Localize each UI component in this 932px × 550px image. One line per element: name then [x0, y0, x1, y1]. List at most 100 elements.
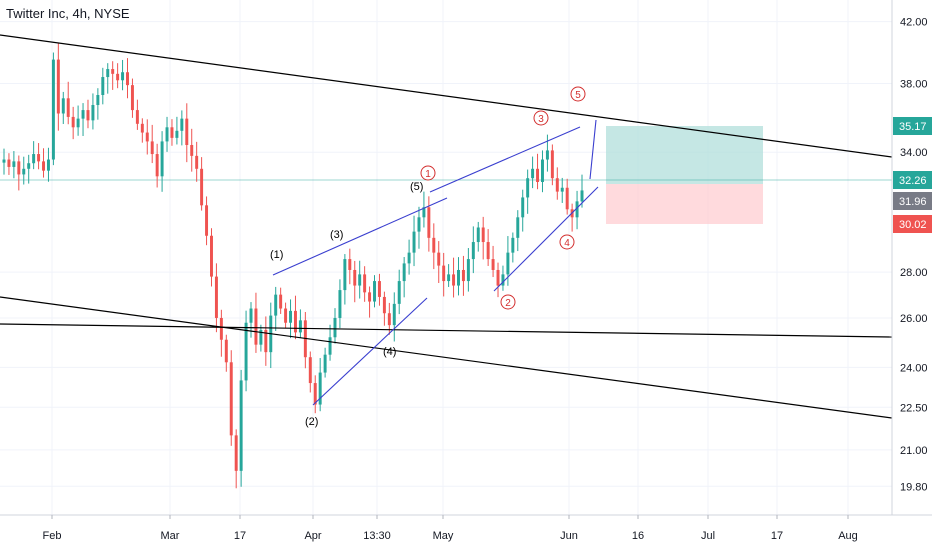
- candle-body: [511, 237, 515, 253]
- wedge-1-upper-line[interactable]: [272, 197, 448, 276]
- y-tick-label: 42.00: [900, 17, 928, 29]
- horizontal-support-trendline[interactable]: [0, 323, 893, 338]
- y-tick-label: 19.80: [900, 481, 928, 493]
- candle-body: [407, 252, 411, 264]
- y-tick-label: 22.50: [900, 402, 928, 414]
- candle-body: [274, 294, 278, 316]
- candle-body: [175, 130, 179, 138]
- candle-body: [486, 242, 490, 260]
- candle-body: [555, 178, 559, 192]
- candle-body: [496, 269, 500, 286]
- candle-body: [180, 118, 184, 131]
- candle-body: [531, 168, 535, 179]
- candle-body: [37, 154, 41, 162]
- candle-body: [249, 308, 253, 323]
- y-tick-label: 28.00: [900, 267, 928, 279]
- candle-body: [12, 161, 16, 167]
- trendlines[interactable]: [0, 34, 893, 419]
- wave-labels-circled: 1 2 3 4 5: [420, 86, 586, 310]
- candle-body: [170, 127, 174, 138]
- x-tick-label: Feb: [43, 530, 62, 542]
- wave-5-projection-line[interactable]: [589, 119, 597, 180]
- chart-title: Twitter Inc, 4h, NYSE: [6, 6, 130, 21]
- candle-body: [432, 237, 436, 253]
- candle-body: [422, 207, 426, 218]
- x-tick-label: May: [433, 530, 454, 542]
- candle-body: [338, 290, 342, 318]
- candle-body: [471, 242, 475, 260]
- wave-circle-5: 5: [570, 86, 586, 102]
- candle-body: [244, 322, 248, 381]
- candle-body: [160, 141, 164, 177]
- candle-body: [461, 269, 465, 282]
- candle-body: [2, 159, 6, 163]
- candle-body: [130, 85, 134, 111]
- profit-zone[interactable]: [606, 126, 763, 184]
- price-axis[interactable]: 42.00 38.00 34.00 28.00 26.00 24.00 22.50 21.00…: [891, 0, 932, 515]
- wedge-1-lower-line[interactable]: [312, 297, 428, 406]
- candle-body: [140, 123, 144, 133]
- candle-body: [150, 141, 154, 155]
- candle-body: [437, 252, 441, 266]
- wave-circle-5-label: 5: [575, 90, 581, 101]
- candle-body: [328, 337, 332, 355]
- candle-body: [536, 168, 540, 183]
- wave-label-2: (2): [305, 416, 318, 428]
- candle-body: [308, 357, 312, 384]
- position-zone[interactable]: [606, 126, 763, 224]
- upper-channel-trendline[interactable]: [0, 34, 893, 158]
- wedge-lines[interactable]: [272, 119, 599, 406]
- candle-body: [550, 150, 554, 179]
- candle-body: [229, 362, 233, 436]
- candle-body: [145, 132, 149, 142]
- stop-price-text: 30.02: [899, 219, 927, 231]
- candle-body: [521, 197, 525, 218]
- candle-body: [135, 110, 139, 124]
- candle-body: [51, 59, 55, 160]
- candle-body: [101, 77, 105, 95]
- wave-circle-4: 4: [559, 234, 575, 250]
- candle-body: [200, 168, 204, 206]
- wave-circle-2: 2: [500, 294, 516, 310]
- candle-body: [377, 281, 381, 297]
- candle-body: [392, 303, 396, 326]
- candle-body: [363, 274, 367, 293]
- wave-labels-parenthesized: (1) (2) (3) (4) (5): [270, 181, 423, 428]
- wave-circle-2-label: 2: [505, 298, 511, 309]
- wave-circle-1-label: 1: [425, 169, 431, 180]
- candlestick-series: [2, 43, 584, 489]
- time-axis[interactable]: Feb Mar 17 Apr 13:30 May Jun 16 Jul 17 Aug: [0, 514, 932, 542]
- candle-body: [27, 163, 31, 169]
- candle-body: [417, 217, 421, 232]
- candle-body: [165, 127, 169, 142]
- wedge-2-upper-line[interactable]: [429, 126, 581, 193]
- y-tick-label: 34.00: [900, 147, 928, 159]
- loss-zone[interactable]: [606, 184, 763, 224]
- candle-body: [457, 269, 460, 286]
- candle-body: [447, 274, 451, 282]
- candle-body: [116, 73, 120, 81]
- candle-body: [61, 98, 65, 114]
- candle-body: [506, 252, 510, 275]
- candle-body: [382, 296, 386, 314]
- target-price-text: 35.17: [899, 121, 927, 133]
- candle-body: [126, 72, 129, 86]
- candle-body: [476, 227, 480, 243]
- candle-body: [501, 274, 505, 286]
- candle-body: [466, 259, 470, 282]
- x-tick-label: 17: [771, 530, 783, 542]
- x-tick-label: Apr: [304, 530, 321, 542]
- chart-grid: [0, 0, 892, 515]
- wave-circle-3: 3: [533, 110, 549, 126]
- candle-body: [32, 154, 36, 164]
- candle-body: [22, 168, 26, 175]
- candle-body: [358, 274, 362, 286]
- candle-body: [323, 354, 327, 373]
- wedge-2-lower-line[interactable]: [493, 186, 599, 292]
- candle-body: [565, 187, 569, 210]
- candle-body: [210, 235, 213, 277]
- candle-body: [155, 154, 159, 177]
- lower-channel-trendline[interactable]: [0, 296, 893, 419]
- candle-body: [516, 217, 520, 238]
